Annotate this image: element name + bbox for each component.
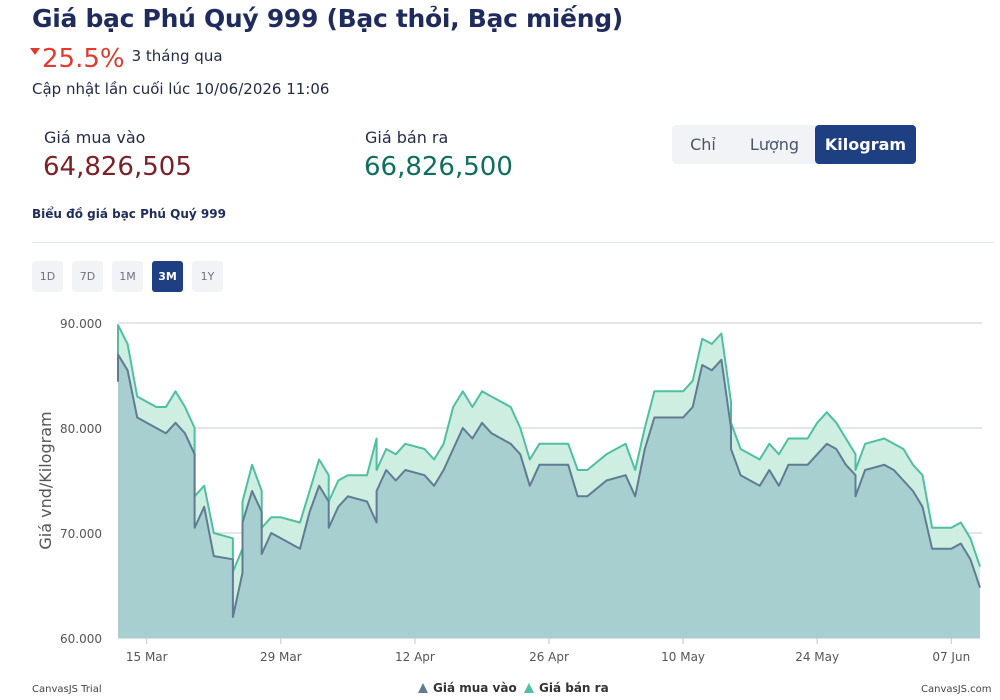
change-percent: 25.5% [42, 44, 125, 74]
x-tick-label: 15 Mar [126, 650, 168, 664]
range-button-1y[interactable]: 1Y [192, 261, 223, 292]
buy-price-label: Giá mua vào [44, 128, 146, 147]
unit-selector: Chỉ Lượng Kilogram [672, 125, 916, 164]
series-line-buy [117, 353, 981, 618]
legend-marker [418, 683, 428, 693]
legend-label: Giá bán ra [539, 681, 609, 695]
price-chart[interactable]: 60.000 70.000 80.000 90.000 Giá vnd/Kilogram… [0, 300, 1000, 700]
canvasjs-credit: CanvasJS.com [921, 684, 992, 695]
page-title: Giá bạc Phú Quý 999 (Bạc thỏi, Bạc miếng… [32, 4, 623, 33]
y-tick-label: 60.000 [60, 632, 102, 646]
change-period: 3 tháng qua [131, 47, 223, 65]
divider [32, 242, 994, 243]
last-updated: Cập nhật lần cuối lúc 10/06/2026 11:06 [32, 80, 330, 98]
range-button-1m[interactable]: 1M [112, 261, 143, 292]
buy-price-value: 64,826,505 [43, 152, 192, 182]
series-line-sell [117, 324, 981, 573]
x-tick-label: 26 Apr [529, 650, 569, 664]
price-change: 25.5% 3 tháng qua [30, 44, 223, 74]
y-tick-label: 70.000 [60, 527, 102, 541]
range-button-1d[interactable]: 1D [32, 261, 63, 292]
unit-button-luong[interactable]: Lượng [749, 135, 800, 154]
series-area-buy [118, 354, 980, 638]
x-tick-label: 07 Jun [932, 650, 970, 664]
legend-marker [524, 683, 534, 693]
sell-price-value: 66,826,500 [364, 152, 513, 182]
canvasjs-trial-label: CanvasJS Trial [32, 684, 102, 695]
range-button-7d[interactable]: 7D [72, 261, 103, 292]
sell-price-label: Giá bán ra [365, 128, 449, 147]
x-tick-label: 29 Mar [260, 650, 302, 664]
unit-button-kilogram[interactable]: Kilogram [815, 125, 916, 164]
y-tick-label: 80.000 [60, 422, 102, 436]
x-tick-label: 24 May [795, 650, 839, 664]
x-tick-label: 10 May [661, 650, 705, 664]
legend-label: Giá mua vào [433, 681, 517, 695]
range-button-3m[interactable]: 3M [152, 261, 183, 292]
range-selector: 1D 7D 1M 3M 1Y [32, 261, 223, 292]
x-tick-label: 12 Apr [395, 650, 435, 664]
chart-heading: Biểu đồ giá bạc Phú Quý 999 [32, 207, 226, 221]
arrow-down-icon [30, 48, 40, 55]
unit-button-chi[interactable]: Chỉ [690, 135, 716, 154]
y-tick-label: 90.000 [60, 317, 102, 331]
y-axis-title: Giá vnd/Kilogram [36, 411, 55, 549]
